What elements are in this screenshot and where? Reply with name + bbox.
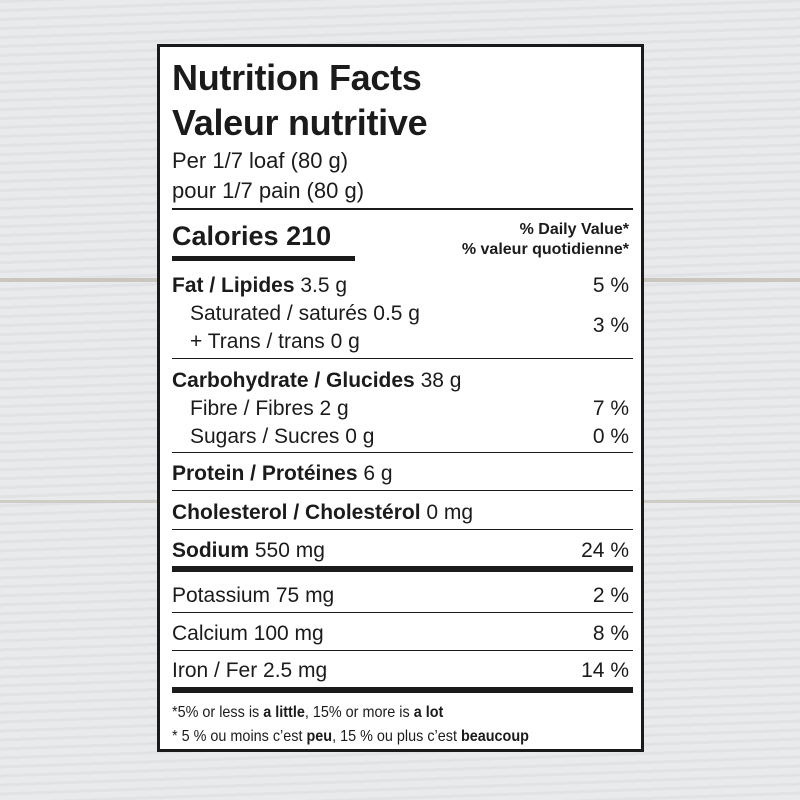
dv-header-fr: % valeur quotidienne* — [461, 241, 629, 258]
divider — [172, 490, 633, 491]
row-trans: + Trans / trans 0 g — [190, 330, 360, 353]
row-calcium: Calcium 100 mg 8 % — [172, 622, 629, 645]
footnote-fr: * 5 % ou moins c’est peu, 15 % ou plus c… — [172, 728, 529, 745]
calories: Calories 210 — [172, 221, 332, 251]
row-cholesterol: Cholesterol / Cholestérol 0 mg — [172, 501, 474, 524]
row-protein: Protein / Protéines 6 g — [172, 462, 393, 485]
divider — [172, 452, 633, 453]
row-iron: Iron / Fer 2.5 mg 14 % — [172, 659, 629, 682]
title-en: Nutrition Facts — [172, 57, 422, 98]
row-saturated: Saturated / saturés 0.5 g — [190, 302, 420, 325]
divider — [172, 529, 633, 530]
nutrition-facts-label: Nutrition Facts Valeur nutritive Per 1/7… — [157, 44, 644, 752]
serving-fr: pour 1/7 pain (80 g) — [172, 178, 365, 203]
title-fr: Valeur nutritive — [172, 102, 428, 143]
footnote-en: *5% or less is a little, 15% or more is … — [172, 704, 444, 721]
divider — [172, 650, 633, 651]
divider — [172, 358, 633, 359]
thick-divider — [172, 566, 633, 572]
divider — [172, 208, 633, 210]
row-sodium: Sodium 550 mg 24 % — [172, 539, 629, 562]
row-carbohydrate: Carbohydrate / Glucides 38 g — [172, 369, 462, 392]
serving-en: Per 1/7 loaf (80 g) — [172, 148, 349, 173]
divider — [172, 612, 633, 613]
row-potassium: Potassium 75 mg 2 % — [172, 584, 629, 607]
calories-underline — [172, 256, 355, 261]
thick-divider — [172, 687, 633, 693]
dv-header-en: % Daily Value* — [519, 221, 629, 238]
